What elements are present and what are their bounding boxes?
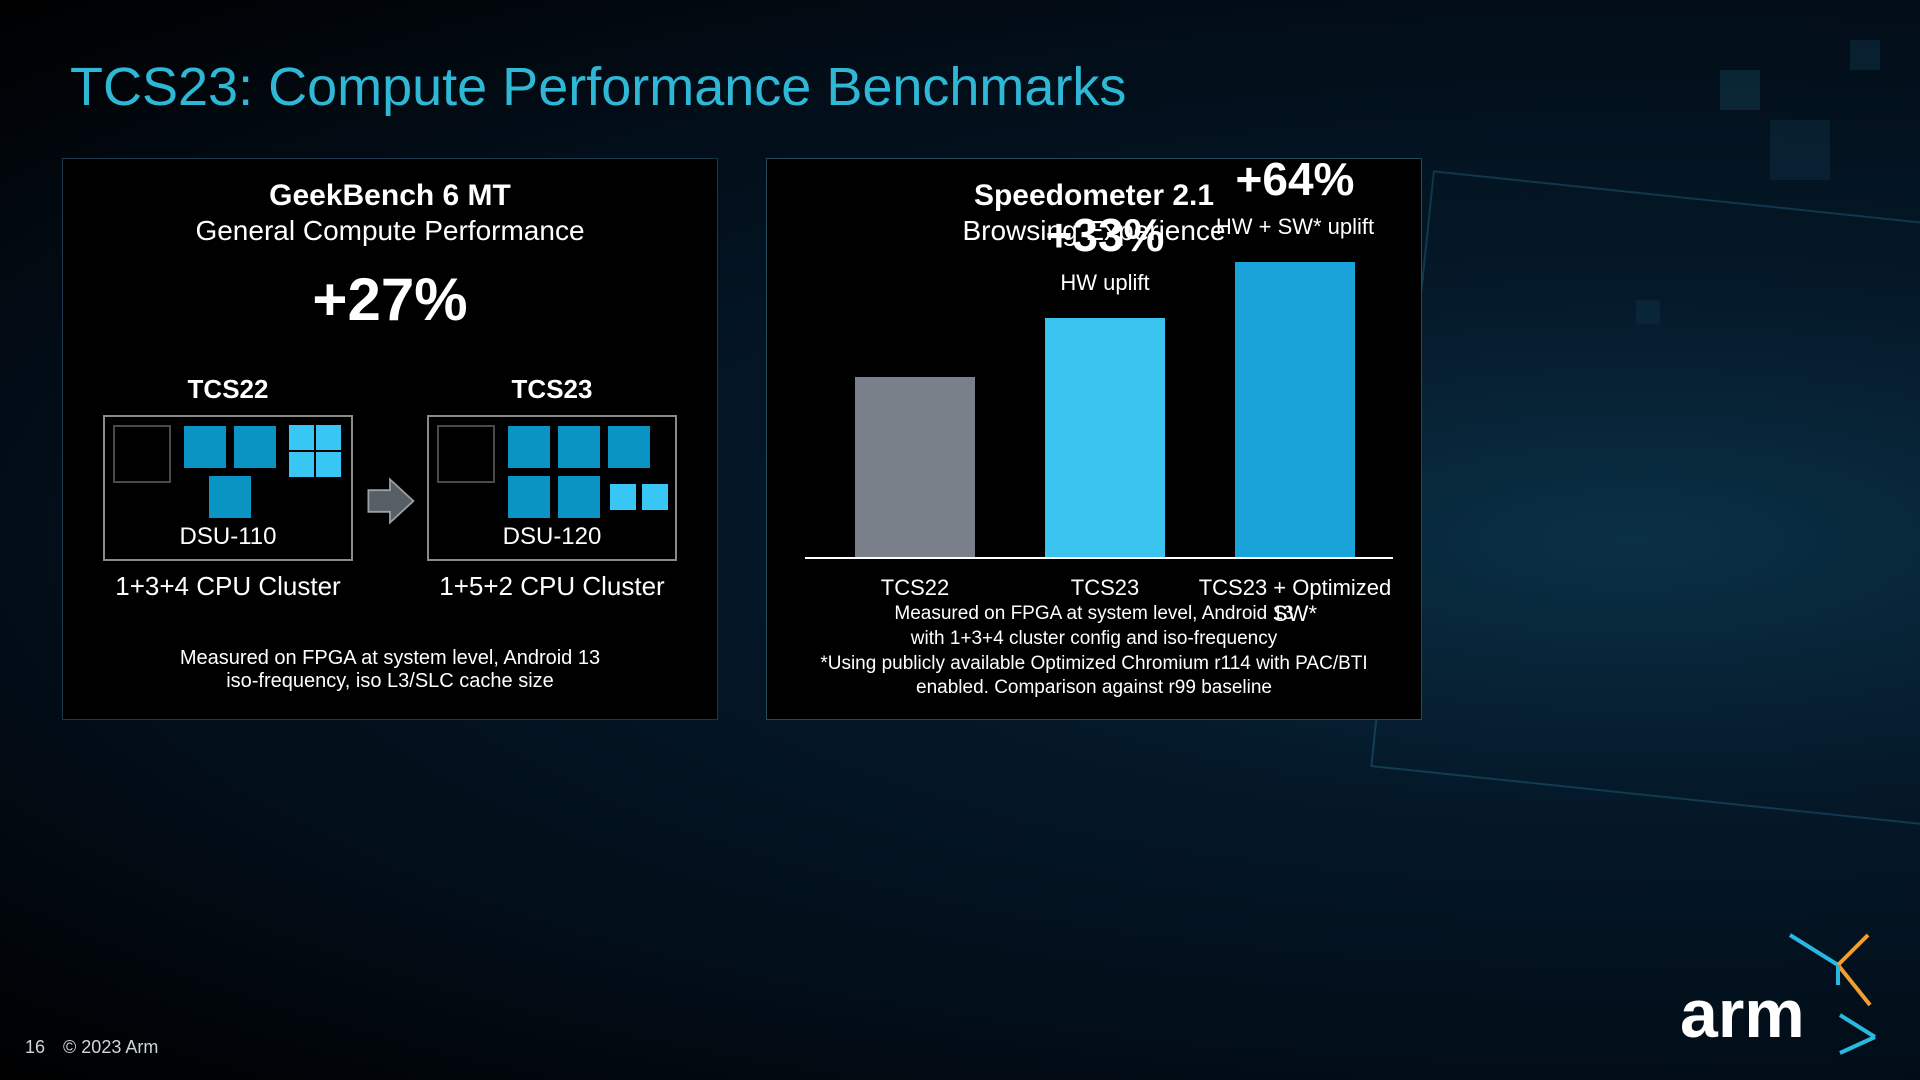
dsu-box-tcs23: DSU-120 (427, 415, 677, 561)
copyright: © 2023 Arm (63, 1037, 158, 1058)
footnote-line: Measured on FPGA at system level, Androi… (767, 602, 1421, 627)
bar-pct: +33% (1015, 208, 1195, 262)
bar-label: TCS22 (815, 575, 1015, 601)
cluster-comparison: TCS22 DSU-110 1+3+4 CPU Cluster TCS (103, 374, 677, 602)
dsu-box-tcs22: DSU-110 (103, 415, 353, 561)
chart-bar: TCS22 (855, 377, 975, 557)
footnote-line: iso-frequency, iso L3/SLC cache size (63, 670, 717, 693)
speedometer-panel: Speedometer 2.1 Browsing Experience TCS2… (766, 158, 1422, 720)
panel-title-2: General Compute Performance (63, 215, 717, 247)
cluster-label: TCS23 (512, 374, 593, 405)
footnote-line: *Using publicly available Optimized Chro… (767, 652, 1421, 677)
page-title: TCS23: Compute Performance Benchmarks (70, 56, 1126, 118)
chart-bar: TCS23 (1045, 318, 1165, 557)
cluster-label: TCS22 (188, 374, 269, 405)
cluster-tcs23: TCS23 DSU-120 1+5+2 CPU Cluster (427, 374, 677, 602)
footnote-left: Measured on FPGA at system level, Androi… (63, 647, 717, 693)
arrow-right-icon (363, 474, 417, 528)
bar-pct-sub: HW + SW* uplift (1205, 214, 1385, 240)
arm-logo: arm (1670, 925, 1880, 1060)
bar-chart: TCS22TCS23+33%HW upliftTCS23 + Optimized… (805, 249, 1383, 559)
footnote-line: with 1+3+4 cluster config and iso-freque… (767, 627, 1421, 652)
slide-footer: 16 © 2023 Arm (25, 1037, 158, 1058)
dsu-label: DSU-110 (105, 523, 351, 551)
dsu-label: DSU-120 (429, 523, 675, 551)
bar-pct: +64% (1205, 152, 1385, 206)
chart-bar: TCS23 + Optimized SW* (1235, 262, 1355, 557)
chart-baseline (805, 557, 1393, 559)
cluster-config: 1+5+2 CPU Cluster (439, 571, 664, 602)
footnote-line: Measured on FPGA at system level, Androi… (63, 647, 717, 670)
cluster-config: 1+3+4 CPU Cluster (115, 571, 340, 602)
bar-label: TCS23 (1005, 575, 1205, 601)
page-number: 16 (25, 1037, 45, 1058)
arm-logo-text: arm (1680, 976, 1805, 1052)
uplift-percentage: +27% (63, 265, 717, 334)
footnote-line: enabled. Comparison against r99 baseline (767, 676, 1421, 701)
cluster-tcs22: TCS22 DSU-110 1+3+4 CPU Cluster (103, 374, 353, 602)
footnote-right: Measured on FPGA at system level, Androi… (767, 602, 1421, 701)
geekbench-panel: GeekBench 6 MT General Compute Performan… (62, 158, 718, 720)
bar-pct-sub: HW uplift (1015, 270, 1195, 296)
panel-title-1: GeekBench 6 MT (63, 179, 717, 213)
